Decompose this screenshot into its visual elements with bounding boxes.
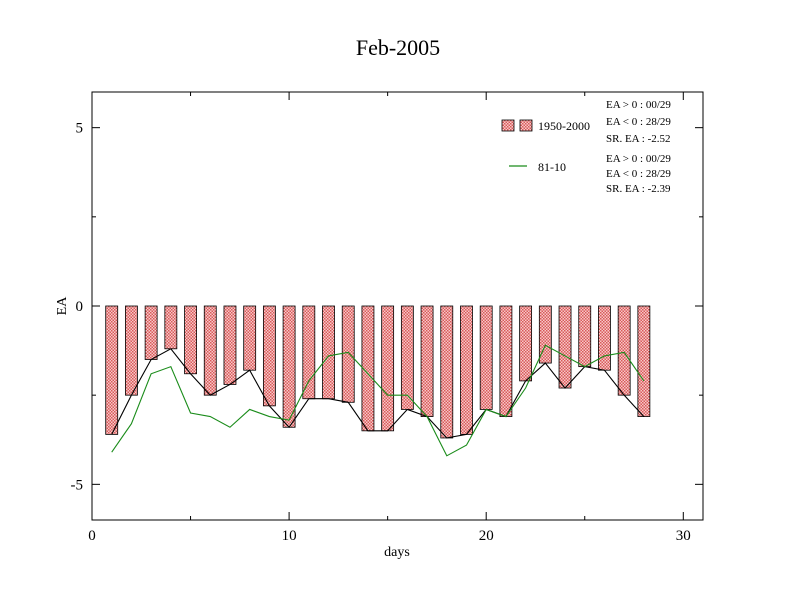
bar [381,305,395,432]
bar [262,305,276,407]
bar-outline-line [111,348,645,439]
series-line-81-10 [111,344,645,457]
stats-2-line-1: EA > 0 : 00/29 [606,153,671,165]
y-tick-label: 0 [76,299,84,315]
axes: 0 10 20 30 -5 0 5 [71,92,703,544]
bar [144,305,158,360]
stats-2-line-3: SR. EA : -2.39 [606,183,671,195]
bar [243,305,257,371]
bar [223,305,237,385]
bar [322,305,335,400]
chart-title: Feb-2005 [356,35,440,60]
bar [617,305,631,396]
y-tick-label: 5 [76,121,84,137]
bar [637,305,651,417]
bar-series [105,305,651,439]
y-tick-label: -5 [71,477,84,493]
bar [460,305,473,435]
legend: 1950-2000 81-10 [501,119,590,174]
bar [598,305,611,371]
bar [519,305,533,382]
bar [440,305,454,439]
stats-annotation-2: EA > 0 : 00/29 EA < 0 : 28/29 SR. EA : -… [606,153,671,195]
bar [203,305,217,396]
bar [125,305,138,396]
bar [302,305,316,400]
bar [420,305,434,417]
bar [341,305,355,403]
stats-annotation-1: EA > 0 : 00/29 EA < 0 : 28/29 SR. EA : -… [606,99,671,145]
stats-1-line-3: SR. EA : -2.52 [606,133,670,145]
bar [479,305,493,410]
bar [400,305,414,410]
stats-1-line-1: EA > 0 : 00/29 [606,99,671,111]
legend-label-line: 81-10 [538,160,566,174]
line-series [111,344,645,457]
bar [558,305,572,389]
x-tick-label: 20 [479,528,494,544]
stats-2-line-2: EA < 0 : 28/29 [606,168,671,180]
legend-swatch-bar-2 [519,119,533,132]
bar [105,305,119,435]
x-tick-label: 10 [282,528,297,544]
y-axis-label: EA [55,296,70,316]
legend-swatch-bar-1 [501,119,515,132]
legend-label-bars: 1950-2000 [538,119,590,133]
x-tick-label: 0 [88,528,96,544]
bar [282,305,296,428]
x-tick-label: 30 [676,528,691,544]
bar [164,305,178,350]
bar [499,305,513,417]
stats-1-line-2: EA < 0 : 28/29 [606,116,671,128]
x-axis-label: days [384,545,410,560]
bar [184,305,197,375]
bar [578,305,592,368]
